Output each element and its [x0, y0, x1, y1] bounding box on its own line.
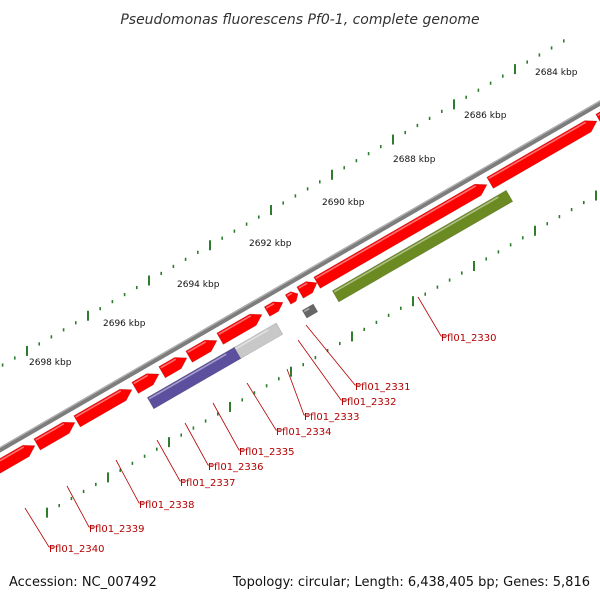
gene-label-pfl01-2330: Pfl01_2330 — [441, 333, 497, 344]
gene-arrow-upper-long-sheen — [488, 121, 587, 180]
leader-layer — [24, 296, 445, 548]
gene-label-pfl01-2333: Pfl01_2333 — [304, 412, 360, 423]
gene-arrow-pfl01-2338b — [131, 373, 160, 394]
gene-arrow-pfl01-2338a — [158, 357, 188, 379]
gene-arrow-right-edge — [595, 111, 600, 123]
leader-pfl01-2338 — [115, 459, 143, 504]
leader-pfl01-2334 — [246, 382, 280, 431]
kbp-label-2694: 2694 kbp — [177, 280, 220, 290]
gene-label-pfl01-2331: Pfl01_2331 — [355, 382, 411, 393]
gene-arrow-pfl01-2337 — [185, 339, 218, 363]
gene-label-pfl01-2335: Pfl01_2335 — [239, 447, 295, 458]
gene-arrow-upper-mid-sheen — [315, 185, 477, 279]
gene-arrow-pfl01-2340a-sheen — [35, 423, 65, 441]
leader-pfl01-2332 — [297, 339, 345, 401]
kbp-label-2688: 2688 kbp — [393, 155, 436, 165]
gene-arrow-pfl01-2332 — [296, 281, 318, 299]
gene-arrow-pfl01-2333-small-sheen — [303, 307, 310, 313]
gene-arrow-pfl01-2340b-sheen — [0, 446, 25, 462]
leader-pfl01-2336 — [184, 422, 212, 466]
gene-arrow-pfl01-2332-sheen — [298, 282, 308, 289]
gene-label-pfl01-2338: Pfl01_2338 — [139, 500, 195, 511]
gene-layer — [0, 111, 600, 474]
kbp-label-2696: 2696 kbp — [103, 319, 146, 329]
gene-arrow-pfl01-2340b — [0, 444, 36, 474]
gene-arrow-pfl01-2339-sheen — [75, 390, 122, 418]
leader-pfl01-2340 — [24, 507, 53, 548]
gene-arrow-pfl01-2337-purple — [146, 346, 242, 410]
kbp-label-2684: 2684 kbp — [535, 68, 578, 78]
gene-arrow-pfl01-2336 — [216, 313, 263, 345]
kbp-label-2686: 2686 kbp — [464, 111, 507, 121]
kbp-label-2698: 2698 kbp — [29, 358, 72, 368]
gene-arrow-pfl01-2337-sheen — [187, 341, 207, 353]
accession-text: Accession: NC_007492 — [9, 575, 157, 590]
gene-arrow-pfl01-2335-sheen — [234, 329, 269, 350]
gene-arrow-pfl01-2338a-sheen — [160, 358, 177, 369]
leader-pfl01-2331 — [305, 324, 359, 386]
page-title: Pseudomonas fluorescens Pf0-1, complete … — [120, 12, 479, 28]
gene-arrow-pfl01-2336-sheen — [218, 315, 252, 336]
leader-pfl01-2330 — [417, 296, 445, 337]
gene-arrow-upper-long — [486, 120, 598, 189]
gene-arrow-pfl01-2334 — [263, 301, 284, 317]
kbp-label-2692: 2692 kbp — [249, 239, 292, 249]
gene-arrow-pfl01-2338b-sheen — [133, 374, 149, 385]
gene-arrow-pfl01-2330-sheen — [333, 196, 499, 293]
leader-pfl01-2335 — [212, 402, 243, 451]
gene-label-pfl01-2334: Pfl01_2334 — [276, 427, 332, 438]
gene-arrow-pfl01-2333 — [284, 291, 299, 305]
gene-arrow-pfl01-2333-small — [301, 303, 319, 319]
gene-label-pfl01-2340: Pfl01_2340 — [49, 544, 105, 555]
gene-label-pfl01-2339: Pfl01_2339 — [89, 524, 145, 535]
genome-backbone — [0, 100, 600, 453]
gene-arrow-pfl01-2330 — [331, 189, 514, 303]
backbone-layer — [0, 100, 600, 453]
gene-label-pfl01-2337: Pfl01_2337 — [180, 478, 236, 489]
gene-arrow-pfl01-2340a — [33, 421, 76, 451]
genome-summary-text: Topology: circular; Length: 6,438,405 bp… — [232, 575, 590, 590]
gene-label-pfl01-2332: Pfl01_2332 — [341, 397, 397, 408]
leader-pfl01-2337 — [156, 439, 184, 482]
tick-layer — [1, 39, 598, 518]
gene-arrow-pfl01-2339 — [73, 388, 133, 428]
gene-arrow-pfl01-2334-sheen — [265, 302, 275, 309]
genome-backbone-highlight — [0, 100, 600, 449]
gene-arrow-upper-mid — [313, 183, 488, 289]
gene-arrow-pfl01-2333-sheen — [286, 292, 293, 297]
kbp-label-2690: 2690 kbp — [322, 198, 365, 208]
leader-pfl01-2339 — [66, 485, 93, 528]
gene-arrow-pfl01-2337-purple-sheen — [148, 353, 227, 400]
leader-pfl01-2333 — [286, 368, 308, 416]
gene-label-pfl01-2336: Pfl01_2336 — [208, 462, 264, 473]
